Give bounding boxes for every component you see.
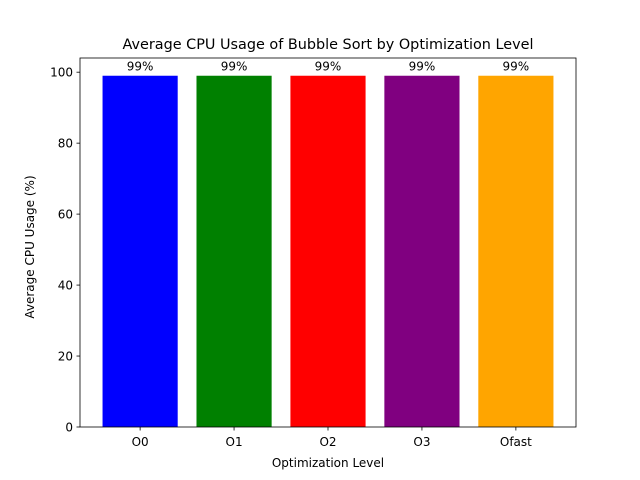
x-tick-label: O0: [132, 435, 149, 449]
plot-area: 99% 99% 99% 99% 99% 0 20 40 60 80 100 O0 O1 O2 O3 Ofast: [50, 57, 577, 449]
y-tick-label: 20: [58, 349, 73, 363]
x-tick-label: O1: [226, 435, 243, 449]
y-tick-label: 100: [50, 65, 73, 79]
bar-data-label: 99%: [221, 60, 248, 74]
bar-data-label: 99%: [503, 60, 530, 74]
y-tick-label: 40: [58, 278, 73, 292]
bar-data-label: 99%: [409, 60, 436, 74]
x-tick-label: O2: [319, 435, 336, 449]
bar: [384, 75, 460, 427]
bar: [196, 75, 272, 427]
bar: [102, 75, 178, 427]
bar: [290, 75, 366, 427]
bar: [478, 75, 554, 427]
bar-data-label: 99%: [315, 60, 342, 74]
chart-title: Average CPU Usage of Bubble Sort by Opti…: [123, 37, 534, 53]
bar-data-label: 99%: [127, 60, 154, 74]
y-tick-label: 0: [65, 420, 73, 434]
y-tick-label: 80: [58, 136, 73, 150]
x-tick-label: O3: [413, 435, 430, 449]
y-axis-label: Average CPU Usage (%): [23, 175, 37, 318]
x-tick-label: Ofast: [500, 435, 532, 449]
x-axis-label: Optimization Level: [272, 456, 384, 470]
y-tick-label: 60: [58, 207, 73, 221]
